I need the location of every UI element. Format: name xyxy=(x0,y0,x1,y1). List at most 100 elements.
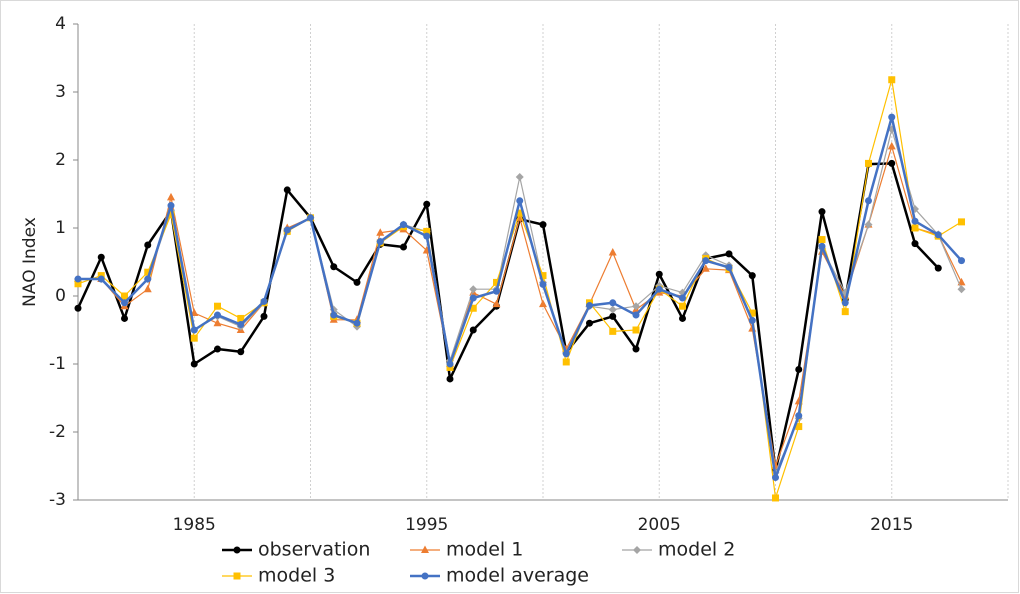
marker xyxy=(702,257,710,265)
marker xyxy=(190,360,198,368)
marker xyxy=(539,280,547,288)
marker xyxy=(353,278,361,286)
marker xyxy=(609,327,617,335)
marker xyxy=(74,280,82,288)
marker xyxy=(539,272,547,280)
marker xyxy=(911,217,919,225)
marker xyxy=(655,270,663,278)
legend-item: model average xyxy=(410,565,589,587)
marker xyxy=(795,365,803,373)
marker xyxy=(469,294,477,302)
x-tick-label: 2015 xyxy=(870,515,913,535)
marker xyxy=(609,299,617,307)
marker xyxy=(888,113,896,121)
marker xyxy=(237,348,245,356)
marker xyxy=(864,220,873,229)
marker xyxy=(97,275,105,283)
marker xyxy=(446,375,454,383)
marker xyxy=(144,241,152,249)
marker xyxy=(190,326,198,334)
marker xyxy=(748,316,756,324)
marker xyxy=(888,76,896,84)
marker xyxy=(748,272,756,280)
marker xyxy=(214,302,221,310)
marker xyxy=(679,302,686,310)
marker xyxy=(632,311,640,319)
marker xyxy=(772,474,779,482)
marker xyxy=(841,308,849,316)
marker xyxy=(469,285,478,294)
marker xyxy=(469,326,477,334)
marker xyxy=(632,326,640,334)
marker xyxy=(586,319,593,327)
y-tick-label: -3 xyxy=(49,490,66,510)
marker xyxy=(376,228,385,236)
marker xyxy=(144,268,152,276)
legend-label: model 3 xyxy=(258,565,335,587)
marker xyxy=(237,314,245,322)
marker xyxy=(400,221,407,229)
marker xyxy=(400,243,407,251)
marker xyxy=(562,358,570,366)
marker xyxy=(888,159,896,167)
marker xyxy=(818,208,826,216)
marker xyxy=(957,285,966,294)
legend-item: model 1 xyxy=(410,539,523,561)
marker xyxy=(121,292,128,300)
marker xyxy=(586,302,593,310)
marker xyxy=(74,304,82,312)
marker xyxy=(934,231,942,239)
marker xyxy=(283,226,291,234)
marker xyxy=(376,238,384,246)
marker xyxy=(469,304,477,312)
marker xyxy=(167,202,175,210)
marker xyxy=(260,297,268,305)
marker xyxy=(213,318,222,327)
marker xyxy=(493,278,500,286)
marker xyxy=(307,214,314,222)
marker xyxy=(701,264,710,272)
marker xyxy=(330,263,338,271)
y-tick-label: 2 xyxy=(55,150,66,170)
marker xyxy=(911,224,919,232)
x-tick-label: 1985 xyxy=(173,515,216,535)
y-tick-label: -1 xyxy=(49,354,66,374)
marker xyxy=(887,141,896,150)
marker xyxy=(233,572,241,580)
marker xyxy=(190,334,198,342)
marker xyxy=(725,250,733,258)
y-tick-label: 3 xyxy=(55,82,66,102)
marker xyxy=(493,287,500,295)
marker xyxy=(795,412,803,420)
marker xyxy=(679,314,686,322)
legend-item: observation xyxy=(222,539,370,561)
marker xyxy=(167,192,175,201)
marker xyxy=(516,209,524,217)
marker xyxy=(608,305,617,314)
marker xyxy=(283,186,291,194)
y-tick-label: 0 xyxy=(55,286,66,306)
marker xyxy=(539,299,547,308)
marker xyxy=(74,275,82,283)
marker xyxy=(609,312,617,320)
marker xyxy=(633,546,641,554)
x-tick-label: 2005 xyxy=(638,515,681,535)
marker xyxy=(237,321,245,329)
legend-label: model 2 xyxy=(658,539,735,561)
marker xyxy=(562,350,570,358)
marker xyxy=(421,572,429,580)
marker xyxy=(214,345,221,353)
marker xyxy=(632,345,640,353)
marker xyxy=(772,494,779,502)
marker xyxy=(97,253,105,261)
legend-item: model 2 xyxy=(622,539,735,561)
marker xyxy=(121,314,128,322)
legend-label: model 1 xyxy=(446,539,523,561)
marker xyxy=(144,275,152,283)
marker xyxy=(748,309,756,317)
marker xyxy=(423,227,431,235)
marker xyxy=(353,319,361,327)
marker xyxy=(260,312,268,320)
y-tick-label: -2 xyxy=(49,422,66,442)
legend-item: model 3 xyxy=(222,565,335,587)
